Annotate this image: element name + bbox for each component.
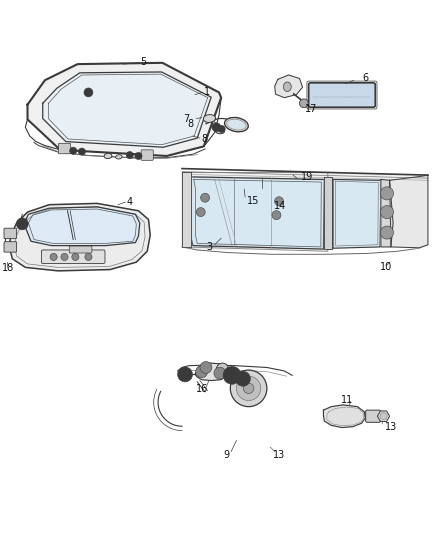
Circle shape bbox=[85, 253, 92, 261]
FancyBboxPatch shape bbox=[309, 83, 375, 107]
Circle shape bbox=[244, 383, 254, 393]
Text: 7: 7 bbox=[183, 114, 189, 124]
Circle shape bbox=[237, 376, 261, 400]
Polygon shape bbox=[275, 75, 303, 98]
Circle shape bbox=[72, 253, 79, 261]
Circle shape bbox=[135, 152, 142, 159]
Ellipse shape bbox=[104, 154, 112, 159]
Ellipse shape bbox=[283, 82, 291, 92]
Text: 18: 18 bbox=[2, 263, 14, 273]
Circle shape bbox=[381, 187, 394, 200]
FancyBboxPatch shape bbox=[58, 143, 71, 154]
Circle shape bbox=[212, 123, 221, 132]
Circle shape bbox=[200, 361, 212, 374]
Polygon shape bbox=[188, 177, 324, 249]
Polygon shape bbox=[333, 180, 381, 248]
Circle shape bbox=[216, 363, 229, 375]
Circle shape bbox=[381, 226, 394, 239]
Text: 5: 5 bbox=[141, 57, 147, 67]
Circle shape bbox=[126, 151, 133, 159]
Ellipse shape bbox=[116, 155, 122, 159]
Text: 3: 3 bbox=[206, 242, 212, 252]
Circle shape bbox=[196, 208, 205, 216]
Text: 19: 19 bbox=[301, 172, 313, 182]
Text: 4: 4 bbox=[127, 197, 133, 207]
Circle shape bbox=[196, 366, 208, 378]
Circle shape bbox=[223, 366, 241, 384]
Circle shape bbox=[236, 372, 251, 386]
Polygon shape bbox=[24, 207, 140, 246]
Circle shape bbox=[300, 99, 308, 108]
FancyBboxPatch shape bbox=[4, 228, 17, 239]
Circle shape bbox=[272, 211, 281, 220]
Text: 17: 17 bbox=[305, 104, 317, 114]
Polygon shape bbox=[28, 63, 221, 156]
Text: 13: 13 bbox=[385, 422, 398, 432]
Circle shape bbox=[61, 253, 68, 261]
FancyBboxPatch shape bbox=[69, 246, 92, 253]
Polygon shape bbox=[43, 72, 211, 147]
Text: 10: 10 bbox=[380, 262, 392, 272]
Ellipse shape bbox=[227, 119, 246, 130]
Text: 1: 1 bbox=[204, 87, 210, 98]
Text: 9: 9 bbox=[224, 449, 230, 459]
Text: 6: 6 bbox=[363, 74, 369, 84]
Polygon shape bbox=[182, 172, 191, 247]
FancyBboxPatch shape bbox=[141, 150, 153, 160]
Circle shape bbox=[201, 193, 209, 202]
Circle shape bbox=[70, 147, 77, 155]
Circle shape bbox=[84, 88, 93, 97]
Circle shape bbox=[214, 367, 226, 379]
Polygon shape bbox=[381, 180, 393, 247]
Text: 15: 15 bbox=[247, 196, 260, 206]
FancyBboxPatch shape bbox=[42, 250, 105, 263]
Ellipse shape bbox=[225, 117, 248, 132]
Text: 11: 11 bbox=[341, 395, 353, 405]
Text: 13: 13 bbox=[273, 449, 285, 459]
FancyBboxPatch shape bbox=[4, 241, 17, 252]
Polygon shape bbox=[390, 175, 428, 248]
Polygon shape bbox=[324, 177, 332, 249]
Ellipse shape bbox=[203, 115, 215, 123]
Circle shape bbox=[275, 197, 283, 206]
Polygon shape bbox=[323, 405, 365, 427]
Circle shape bbox=[78, 148, 85, 155]
Text: 8: 8 bbox=[187, 119, 194, 129]
Polygon shape bbox=[195, 363, 228, 381]
Polygon shape bbox=[9, 204, 150, 271]
FancyBboxPatch shape bbox=[366, 410, 381, 422]
Circle shape bbox=[380, 413, 387, 419]
Polygon shape bbox=[182, 172, 428, 250]
Circle shape bbox=[16, 218, 28, 230]
Circle shape bbox=[177, 367, 193, 382]
Circle shape bbox=[218, 125, 225, 133]
Text: 14: 14 bbox=[274, 200, 286, 211]
Circle shape bbox=[230, 370, 267, 407]
Circle shape bbox=[381, 206, 394, 219]
Text: 16: 16 bbox=[196, 384, 208, 394]
Circle shape bbox=[50, 253, 57, 261]
Ellipse shape bbox=[215, 127, 225, 134]
Text: 8: 8 bbox=[201, 134, 207, 144]
